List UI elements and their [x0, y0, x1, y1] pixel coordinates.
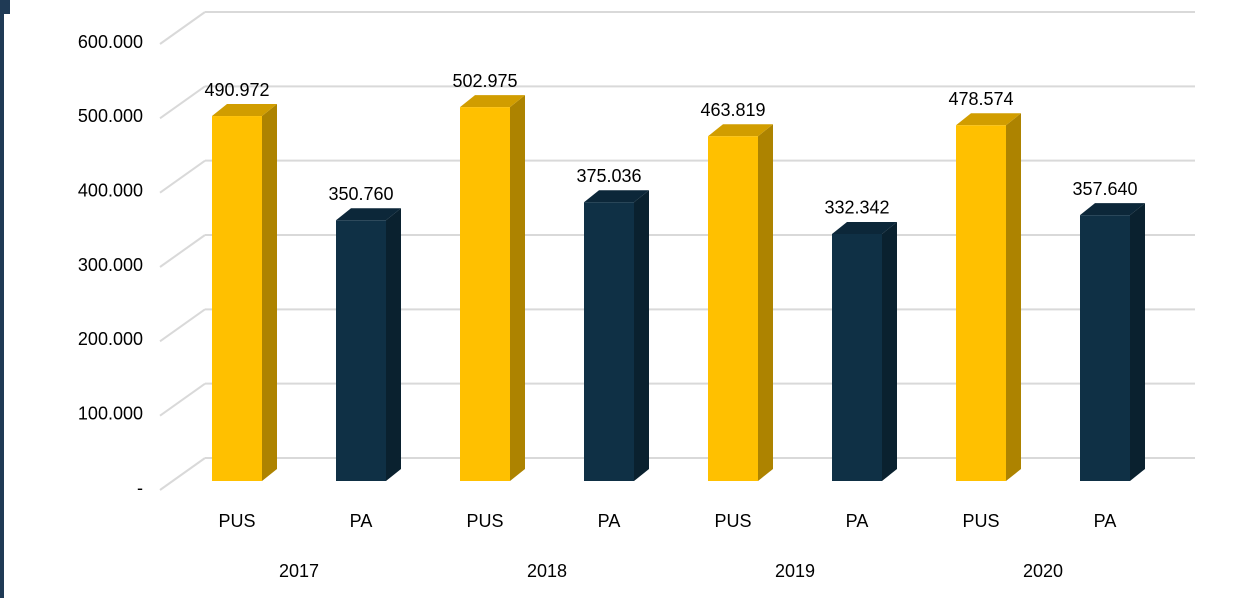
x-tick-label: PA [1094, 511, 1117, 531]
data-label: 332.342 [824, 198, 889, 218]
bar [708, 136, 758, 481]
x-tick-label: PA [846, 511, 869, 531]
grid-diagonal [159, 382, 206, 417]
grid-diagonal [159, 308, 206, 343]
bar [212, 116, 262, 482]
y-tick-label: 400.000 [78, 180, 143, 200]
grid-diagonal [159, 159, 206, 194]
bar-top [708, 124, 773, 137]
group-label: 2017 [279, 561, 319, 581]
bar [336, 220, 386, 481]
group-label: 2020 [1023, 561, 1063, 581]
frame-corner [0, 0, 10, 14]
bar-side [758, 124, 773, 481]
y-tick-label: 300.000 [78, 255, 143, 275]
y-tick-label: 500.000 [78, 106, 143, 126]
y-tick-label: 200.000 [78, 329, 143, 349]
bar [832, 233, 882, 481]
bar-top [460, 95, 525, 108]
bar [584, 202, 634, 481]
x-tick-label: PA [350, 511, 373, 531]
x-tick-label: PUS [962, 511, 999, 531]
y-tick-label: 100.000 [78, 403, 143, 423]
data-label: 350.760 [328, 184, 393, 204]
bar-top [212, 104, 277, 117]
bar [956, 125, 1006, 481]
bar-top [336, 208, 401, 221]
x-tick-label: PUS [218, 511, 255, 531]
data-label: 357.640 [1072, 179, 1137, 199]
data-label: 463.819 [700, 100, 765, 120]
bar-top [832, 221, 897, 234]
grid-diagonal [159, 11, 206, 45]
group-label: 2019 [775, 561, 815, 581]
data-label: 490.972 [204, 80, 269, 100]
bar [1080, 215, 1130, 481]
y-tick-label: 600.000 [78, 32, 143, 52]
data-label: 375.036 [576, 166, 641, 186]
data-label: 502.975 [452, 71, 517, 91]
y-tick-label: - [137, 478, 143, 498]
bar-top [1080, 203, 1145, 216]
bar-side [1006, 113, 1021, 481]
bar-top [956, 113, 1021, 126]
data-label: 478.574 [948, 89, 1013, 109]
grid-diagonal [159, 234, 206, 268]
x-tick-label: PUS [714, 511, 751, 531]
bar-side [1130, 203, 1145, 481]
x-tick-label: PUS [466, 511, 503, 531]
bar-side [882, 221, 897, 481]
x-tick-label: PA [598, 511, 621, 531]
bar-side [634, 190, 649, 481]
grid-diagonal [159, 457, 206, 491]
frame-edge [0, 0, 4, 598]
bar-side [510, 95, 525, 481]
bar-side [386, 208, 401, 481]
bar-side [262, 104, 277, 482]
bar [460, 107, 510, 481]
bar-top [584, 190, 649, 203]
grid-diagonal [159, 85, 206, 120]
group-label: 2018 [527, 561, 567, 581]
